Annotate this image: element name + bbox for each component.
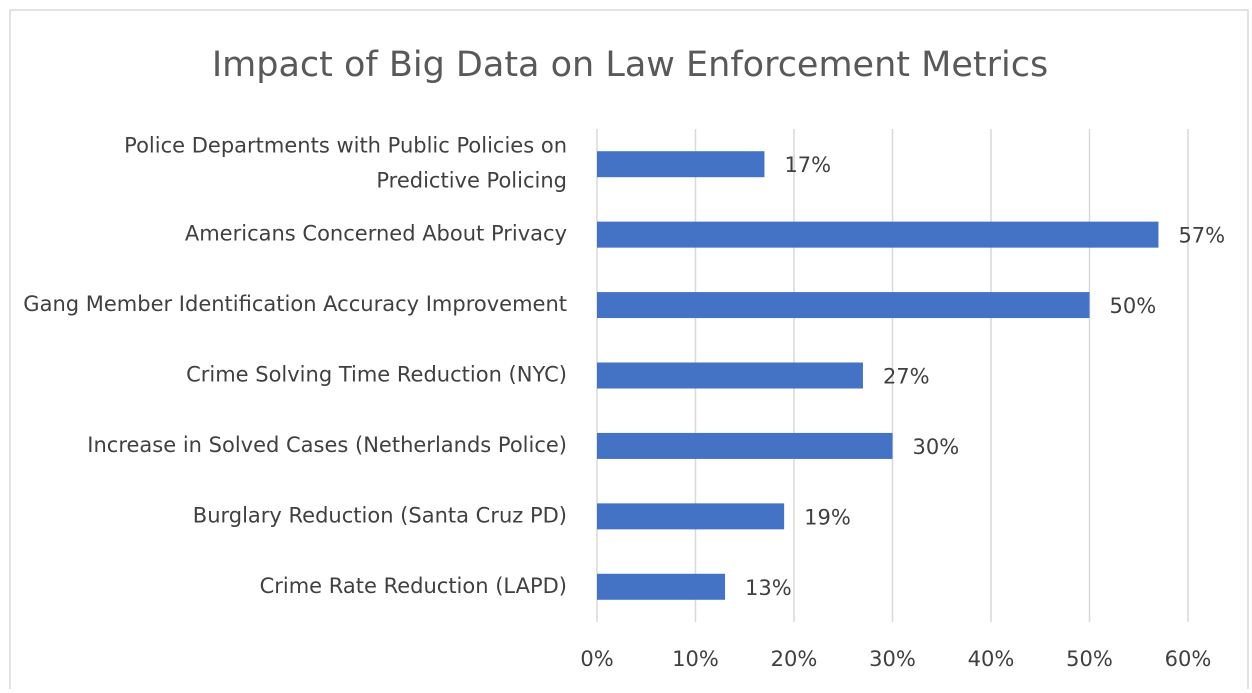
y-tick-label: Crime Solving Time Reduction (NYC) [186, 363, 567, 387]
bar [597, 432, 893, 459]
bar [597, 503, 785, 530]
x-tick-label: 30% [869, 647, 916, 671]
bar [597, 151, 765, 178]
y-tick-label: Increase in Solved Cases (Netherlands Po… [87, 433, 567, 457]
x-tick-label: 20% [771, 647, 818, 671]
data-label: 30% [913, 435, 960, 459]
chart-title: Impact of Big Data on Law Enforcement Me… [212, 45, 1048, 85]
data-label: 19% [804, 505, 851, 529]
data-label: 50% [1110, 294, 1157, 318]
y-tick-label: Crime Rate Reduction (LAPD) [260, 574, 567, 598]
bar [597, 573, 726, 600]
x-tick-label: 60% [1165, 647, 1212, 671]
bar [597, 362, 863, 389]
y-tick-label: Gang Member Identification Accuracy Impr… [23, 292, 567, 316]
bar [597, 292, 1090, 319]
y-tick-label: Police Departments with Public Policies … [124, 134, 567, 193]
data-label: 27% [883, 365, 930, 389]
x-tick-label: 10% [672, 647, 719, 671]
data-label: 57% [1178, 224, 1225, 248]
x-tick-label: 50% [1066, 647, 1113, 671]
y-tick-label: Burglary Reduction (Santa Cruz PD) [193, 503, 567, 527]
data-label: 13% [745, 576, 792, 600]
x-tick-label: 0% [580, 647, 613, 671]
y-tick-label: Americans Concerned About Privacy [185, 222, 567, 246]
bar [597, 221, 1159, 248]
x-tick-label: 40% [968, 647, 1015, 671]
data-label: 17% [784, 153, 831, 177]
